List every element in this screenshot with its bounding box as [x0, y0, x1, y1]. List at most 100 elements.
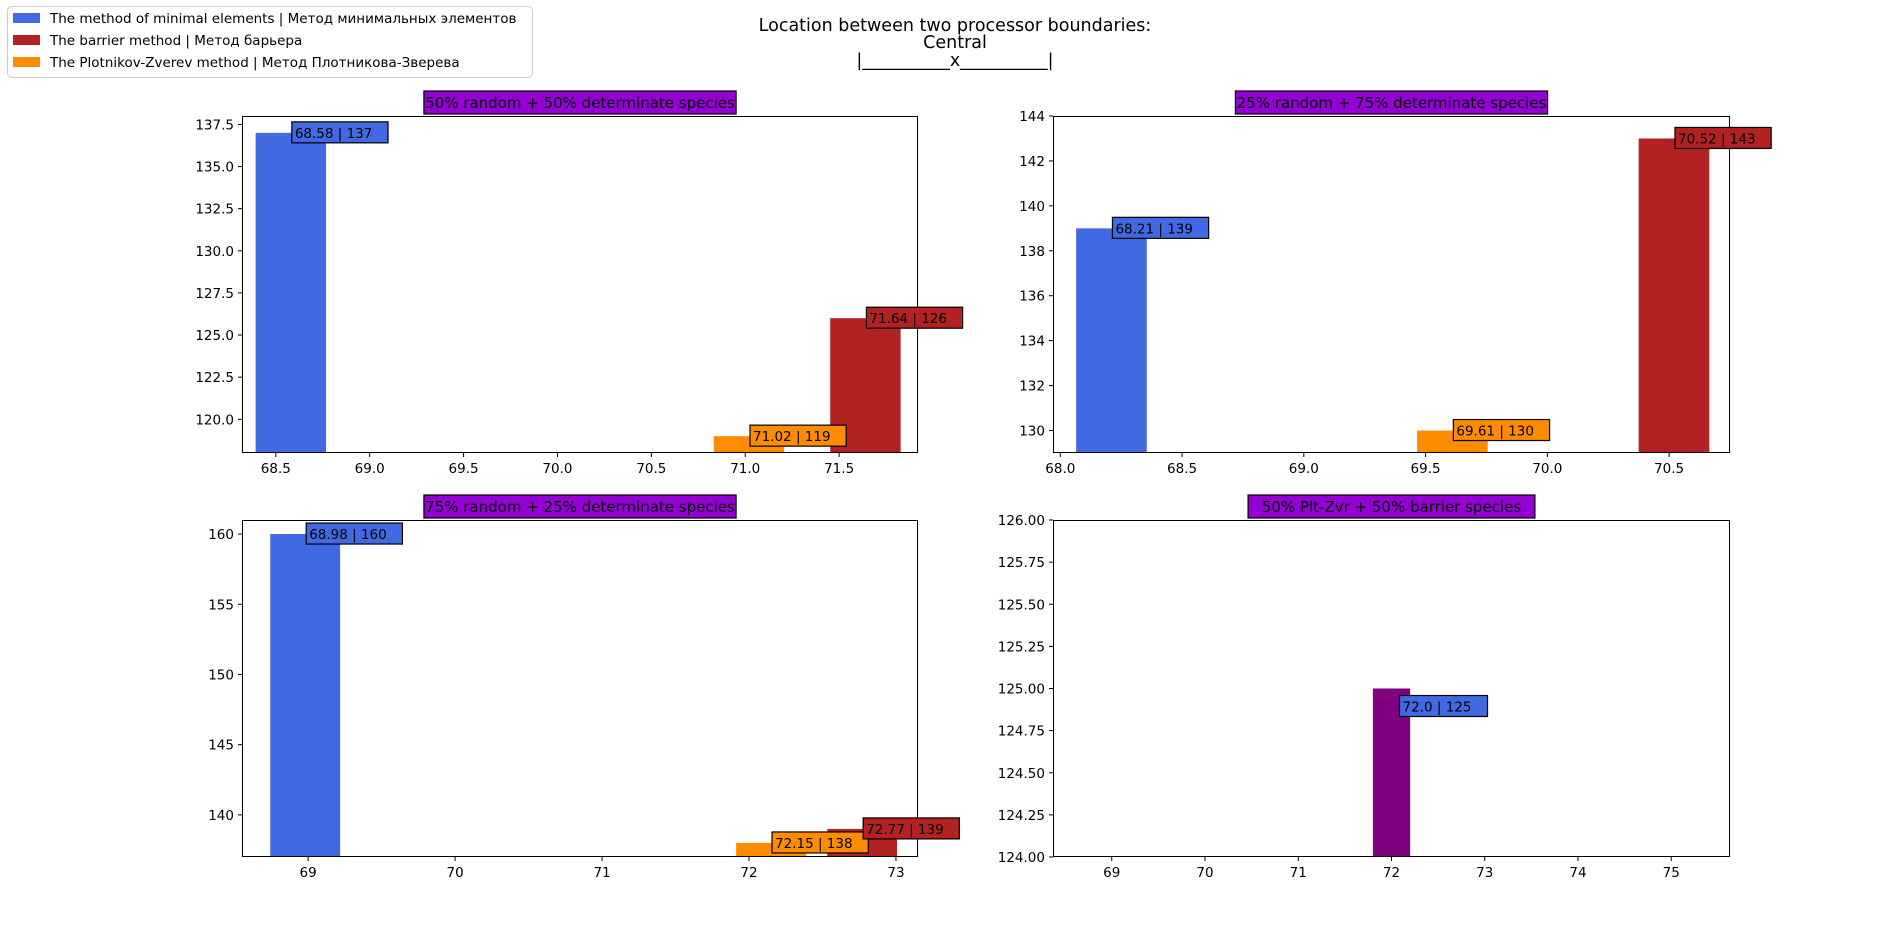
- axes-frame: [1053, 116, 1730, 453]
- y-tick-label: 142: [1019, 154, 1045, 170]
- data-label: 71.02 | 119: [753, 429, 831, 445]
- subplot-title: 75% random + 25% determinate species: [425, 498, 735, 516]
- data-label: 71.64 | 126: [869, 311, 947, 327]
- data-label: 72.77 | 139: [866, 822, 944, 838]
- x-tick-label: 71.5: [824, 461, 854, 477]
- y-tick-label: 150: [208, 667, 234, 683]
- x-tick-label: 69.5: [1411, 461, 1441, 477]
- subplot-title: 50% Plt-Zvr + 50% barrier species: [1262, 498, 1521, 516]
- bar: [255, 132, 327, 453]
- legend-label-barrier: The barrier method | Метод барьера: [49, 33, 302, 49]
- y-tick-label: 124.75: [998, 724, 1045, 740]
- x-tick-label: 68.5: [261, 461, 291, 477]
- data-label: 72.15 | 138: [775, 836, 853, 852]
- y-tick-label: 124.50: [998, 766, 1045, 782]
- x-tick-label: 70.0: [542, 461, 572, 477]
- data-label-box: [1674, 126, 1772, 150]
- y-tick-label: 134: [1019, 334, 1045, 350]
- y-tick-label: 122.5: [195, 370, 234, 386]
- y-tick-label: 126.00: [998, 513, 1045, 529]
- data-label-box: [865, 306, 964, 329]
- data-label-box: [862, 817, 960, 840]
- legend-label-plotnikov-zverev: The Plotnikov-Zverev method | Метод Плот…: [49, 55, 460, 71]
- legend-swatch-barrier: [13, 35, 40, 45]
- y-tick-label: 140: [1019, 199, 1045, 215]
- data-label-box: [771, 831, 869, 854]
- x-tick-label: 70.5: [1654, 461, 1684, 477]
- x-tick-label: 74: [1569, 865, 1586, 881]
- subplot-plt-zvr-barrier: 69 70 71 72 73 74 75 124.00 124.25 124.50 124.75 12…: [998, 494, 1730, 881]
- axes-frame: [242, 116, 918, 453]
- y-tick-label: 140: [208, 808, 234, 824]
- suptitle-line-2: Central: [923, 33, 987, 53]
- x-tick-label: 72: [1383, 865, 1400, 881]
- bar: [1638, 138, 1710, 453]
- bar: [1076, 228, 1147, 453]
- x-tick-label: 68.5: [1167, 461, 1197, 477]
- y-tick-label: 127.5: [195, 286, 234, 302]
- subplot-title: 50% random + 50% determinate species: [425, 94, 735, 112]
- y-tick-label: 144: [1019, 109, 1045, 125]
- subplot-title-box: [1234, 90, 1549, 115]
- x-tick-label: 69: [300, 865, 317, 881]
- x-tick-label: 70.0: [1532, 461, 1562, 477]
- suptitle-line-1: Location between two processor boundarie…: [759, 16, 1152, 36]
- subplot-75-random-25-determinate: 69 70 71 72 73 140 145 150 155 160 68.98 | 160 72.1…: [208, 494, 960, 881]
- bars: [270, 534, 898, 857]
- y-tick-label: 132: [1019, 379, 1045, 395]
- y-tick-label: 124.25: [998, 808, 1045, 824]
- y-tick-label: 130: [1019, 424, 1045, 440]
- y-tick-label: 124.00: [998, 850, 1045, 866]
- y-tick-label: 120.0: [195, 412, 234, 428]
- suptitle-line-3: |__________x__________|: [856, 51, 1053, 71]
- bars: [255, 132, 901, 453]
- x-tick-label: 71.0: [730, 461, 760, 477]
- y-tick-label: 132.5: [195, 202, 234, 218]
- bar: [270, 534, 341, 857]
- y-tick-label: 145: [208, 738, 234, 754]
- bars: [1076, 138, 1710, 453]
- legend-swatch-minimal-elements: [13, 13, 40, 23]
- y-tick-label: 125.00: [998, 682, 1045, 698]
- subplot-50-random-50-determinate: 68.5 69.0 69.5 70.0 70.5 71.0 71.5 120.0 122.5 12…: [195, 90, 964, 477]
- x-tick-label: 69: [1103, 865, 1120, 881]
- x-tick-label: 71: [1290, 865, 1307, 881]
- y-tick-label: 125.50: [998, 597, 1045, 613]
- subplot-title-box: [423, 494, 737, 519]
- y-tick-label: 155: [208, 597, 234, 613]
- legend-swatch-plotnikov-zverev: [13, 57, 40, 67]
- legend-frame: [7, 6, 533, 78]
- x-tick-label: 69.0: [1289, 461, 1319, 477]
- x-tick-label: 69.5: [449, 461, 479, 477]
- data-label-box: [1398, 694, 1489, 718]
- axes-frame: [1053, 520, 1730, 857]
- data-label: 68.58 | 137: [295, 126, 373, 142]
- data-label: 68.98 | 160: [309, 527, 387, 543]
- subplot-title-box: [423, 90, 737, 115]
- data-label-box: [1111, 216, 1210, 239]
- data-label-box: [291, 121, 389, 144]
- subplot-title-box: [1247, 494, 1536, 519]
- x-tick-label: 72: [740, 865, 757, 881]
- x-tick-label: 70: [446, 865, 463, 881]
- data-label-box: [749, 424, 847, 447]
- x-tick-label: 69.0: [355, 461, 385, 477]
- data-label-box: [1452, 418, 1551, 442]
- data-label: 69.61 | 130: [1456, 424, 1534, 440]
- subplot-25-random-75-determinate: 68.0 68.5 69.0 69.5 70.0 70.5 130 132 134 136 138 1…: [1019, 90, 1772, 477]
- legend: The method of minimal elements | Метод м…: [7, 6, 533, 78]
- y-tick-label: 125.75: [998, 555, 1045, 571]
- x-tick-label: 70.5: [636, 461, 666, 477]
- x-tick-label: 71: [593, 865, 610, 881]
- x-tick-label: 75: [1663, 865, 1680, 881]
- x-tick-label: 73: [1476, 865, 1493, 881]
- y-tick-label: 130.0: [195, 244, 234, 260]
- y-tick-label: 125.0: [195, 328, 234, 344]
- y-tick-label: 137.5: [195, 117, 234, 133]
- x-tick-label: 68.0: [1045, 461, 1075, 477]
- data-label: 72.0 | 125: [1403, 700, 1472, 716]
- data-label: 68.21 | 139: [1115, 221, 1193, 237]
- axes-frame: [242, 520, 918, 857]
- legend-label-minimal-elements: The method of minimal elements | Метод м…: [49, 11, 516, 27]
